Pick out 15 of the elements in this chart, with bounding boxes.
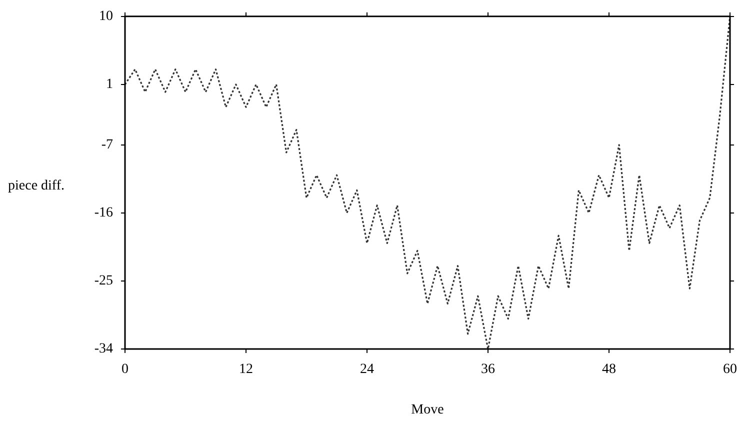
x-tick-label: 36 bbox=[481, 362, 495, 378]
y-tick-label: -34 bbox=[94, 342, 113, 357]
y-tick-label: 1 bbox=[106, 77, 113, 92]
x-tick-label: 24 bbox=[360, 362, 374, 378]
line-series bbox=[125, 16, 730, 349]
x-tick-label: 60 bbox=[723, 362, 737, 378]
y-tick-label: -16 bbox=[94, 206, 113, 221]
y-tick-label: -7 bbox=[101, 138, 113, 153]
y-tick-label: -25 bbox=[94, 274, 113, 289]
x-tick-label: 12 bbox=[239, 362, 253, 378]
x-tick-label: 0 bbox=[122, 362, 128, 378]
y-axis-title: piece diff. bbox=[8, 178, 64, 194]
x-axis-title: Move bbox=[411, 402, 444, 418]
x-tick-label: 48 bbox=[602, 362, 616, 378]
y-tick-label: 10 bbox=[99, 9, 113, 24]
